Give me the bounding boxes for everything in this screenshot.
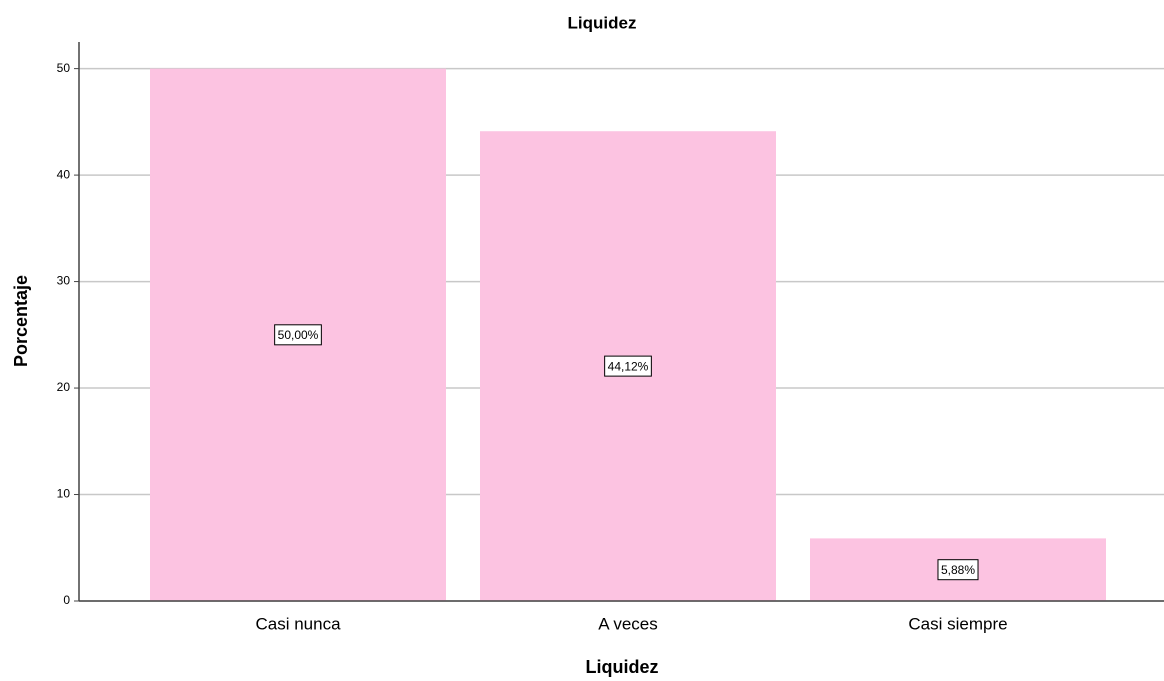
y-tick-label: 50 <box>57 61 71 75</box>
value-label-box <box>274 324 322 346</box>
value-label-box <box>604 355 652 377</box>
chart-title: Liquidez <box>568 13 637 32</box>
y-tick-label: 10 <box>57 487 71 501</box>
x-tick-label: Casi siempre <box>908 614 1007 633</box>
y-tick-label: 40 <box>57 167 71 181</box>
value-label: 5,88% <box>941 563 975 577</box>
x-tick-label: Casi nunca <box>255 614 341 633</box>
value-label: 44,12% <box>608 359 649 373</box>
x-axis-title: Liquidez <box>586 657 659 677</box>
value-label: 50,00% <box>278 328 319 342</box>
y-tick-label: 0 <box>63 593 70 607</box>
x-tick-label: A veces <box>598 614 658 633</box>
value-label-box <box>937 559 979 581</box>
y-tick-label: 20 <box>57 380 71 394</box>
y-axis-title: Porcentaje <box>11 275 31 367</box>
y-tick-label: 30 <box>57 274 71 288</box>
